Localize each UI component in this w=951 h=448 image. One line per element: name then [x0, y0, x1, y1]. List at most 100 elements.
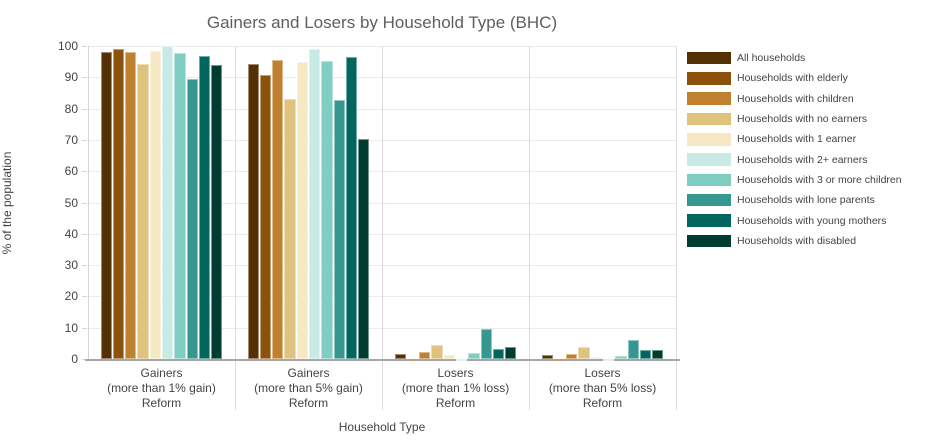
bar[interactable]	[259, 75, 272, 359]
legend-label: Households with lone parents	[737, 194, 875, 207]
legend-swatch	[687, 173, 731, 187]
legend-item[interactable]: Households with young mothers	[687, 210, 902, 230]
legend-label: Households with no earners	[737, 113, 868, 126]
y-tick-label: 40	[64, 226, 78, 241]
legend-item[interactable]: All households	[687, 48, 902, 68]
y-tick-label: 0	[71, 352, 78, 366]
x-group-label-line: Gainers	[140, 366, 183, 380]
bar[interactable]	[162, 46, 174, 359]
x-group-label: Losers (more than 1% loss) Reform	[382, 366, 529, 411]
y-tick-mark	[82, 77, 87, 79]
y-tick-label: 20	[64, 289, 78, 304]
category-divider	[529, 46, 530, 410]
y-axis-line	[87, 46, 89, 359]
legend-label: Households with young mothers	[737, 214, 887, 227]
bar[interactable]	[505, 346, 517, 359]
bar[interactable]	[603, 358, 615, 361]
legend-swatch	[687, 72, 731, 85]
x-group-label-line: (more than 5% gain)	[254, 381, 363, 395]
bar[interactable]	[321, 60, 333, 359]
x-group-label: Losers (more than 5% loss) Reform	[529, 366, 676, 411]
bar[interactable]	[149, 51, 161, 359]
bar[interactable]	[296, 61, 308, 359]
legend-swatch	[687, 234, 731, 248]
bar[interactable]	[284, 98, 296, 359]
x-group-label-line: Reform	[435, 396, 476, 410]
legend: All households Households with elderly Hou…	[687, 48, 902, 251]
bar[interactable]	[590, 357, 602, 360]
bar[interactable]	[553, 358, 566, 361]
x-group-label-line: Reform	[288, 396, 329, 410]
x-group-label-line: (more than 5% loss)	[548, 381, 657, 395]
bar[interactable]	[468, 353, 480, 359]
bar[interactable]	[566, 354, 578, 359]
bar[interactable]	[309, 49, 321, 359]
bar[interactable]	[112, 49, 125, 359]
legend-item[interactable]: Households with 1 earner	[687, 129, 902, 149]
y-axis-title: % of the population	[0, 151, 14, 255]
y-tick-mark	[82, 139, 87, 141]
bar[interactable]	[419, 352, 431, 359]
legend-label: All households	[737, 52, 806, 65]
bar[interactable]	[492, 348, 505, 359]
legend-item[interactable]: Households with children	[687, 89, 902, 109]
legend-item[interactable]: Households with elderly	[687, 68, 902, 88]
y-tick-mark	[82, 46, 87, 47]
legend-item[interactable]: Households with 2+ earners	[687, 149, 902, 169]
bar[interactable]	[456, 358, 468, 361]
bar[interactable]	[186, 79, 198, 359]
bar[interactable]	[639, 349, 652, 359]
x-group-label-line: Reform	[141, 396, 182, 410]
bar[interactable]	[358, 139, 370, 359]
bar[interactable]	[272, 59, 284, 359]
legend-item[interactable]: Households with lone parents	[687, 190, 902, 210]
bar[interactable]	[443, 354, 455, 359]
x-group-label-line: (more than 1% loss)	[401, 381, 510, 395]
legend-swatch	[687, 214, 731, 227]
bar[interactable]	[615, 355, 627, 359]
x-group-label: Gainers (more than 5% gain) Reform	[235, 366, 382, 411]
bar[interactable]	[431, 344, 443, 359]
bar[interactable]	[211, 65, 223, 359]
bar[interactable]	[137, 64, 149, 359]
bar[interactable]	[247, 64, 259, 359]
legend-item[interactable]: Households with disabled	[687, 231, 902, 251]
legend-label: Households with 2+ earners	[737, 153, 868, 166]
bar[interactable]	[100, 51, 112, 359]
bar[interactable]	[394, 353, 406, 359]
y-tick-mark	[82, 359, 87, 360]
legend-item[interactable]: Households with 3 or more children	[687, 170, 902, 190]
category-divider	[676, 46, 677, 410]
x-group-label-line: Losers	[584, 366, 621, 380]
chart-title: Gainers and Losers by Household Type (BH…	[206, 13, 558, 32]
legend-swatch	[687, 92, 731, 105]
bar[interactable]	[578, 347, 590, 359]
bar[interactable]	[406, 358, 419, 361]
y-tick-label: 50	[64, 195, 78, 210]
y-tick-label: 80	[64, 101, 78, 116]
bar[interactable]	[345, 56, 358, 359]
x-group-label-line: (more than 1% gain)	[107, 381, 216, 395]
y-tick-label: 10	[64, 320, 78, 335]
y-tick-mark	[82, 202, 87, 204]
y-tick-label: 60	[64, 164, 78, 179]
y-tick-label: 100	[57, 39, 78, 53]
legend-item[interactable]: Households with no earners	[687, 109, 902, 129]
y-tick-mark	[82, 171, 87, 173]
legend-label: Households with disabled	[737, 234, 857, 247]
legend-swatch	[687, 153, 731, 166]
y-tick-mark	[82, 296, 87, 298]
category-divider	[235, 46, 236, 410]
bar[interactable]	[627, 340, 639, 359]
legend-label: Households with 3 or more children	[737, 173, 902, 186]
y-tick-mark	[82, 327, 87, 329]
bar[interactable]	[480, 329, 492, 359]
bar[interactable]	[125, 52, 137, 359]
bar[interactable]	[333, 99, 345, 359]
bar[interactable]	[198, 55, 211, 359]
x-group-label-line: Gainers	[287, 366, 330, 380]
bar[interactable]	[174, 52, 186, 359]
y-tick-mark	[82, 233, 87, 235]
bar[interactable]	[652, 350, 664, 359]
bar[interactable]	[541, 354, 553, 359]
